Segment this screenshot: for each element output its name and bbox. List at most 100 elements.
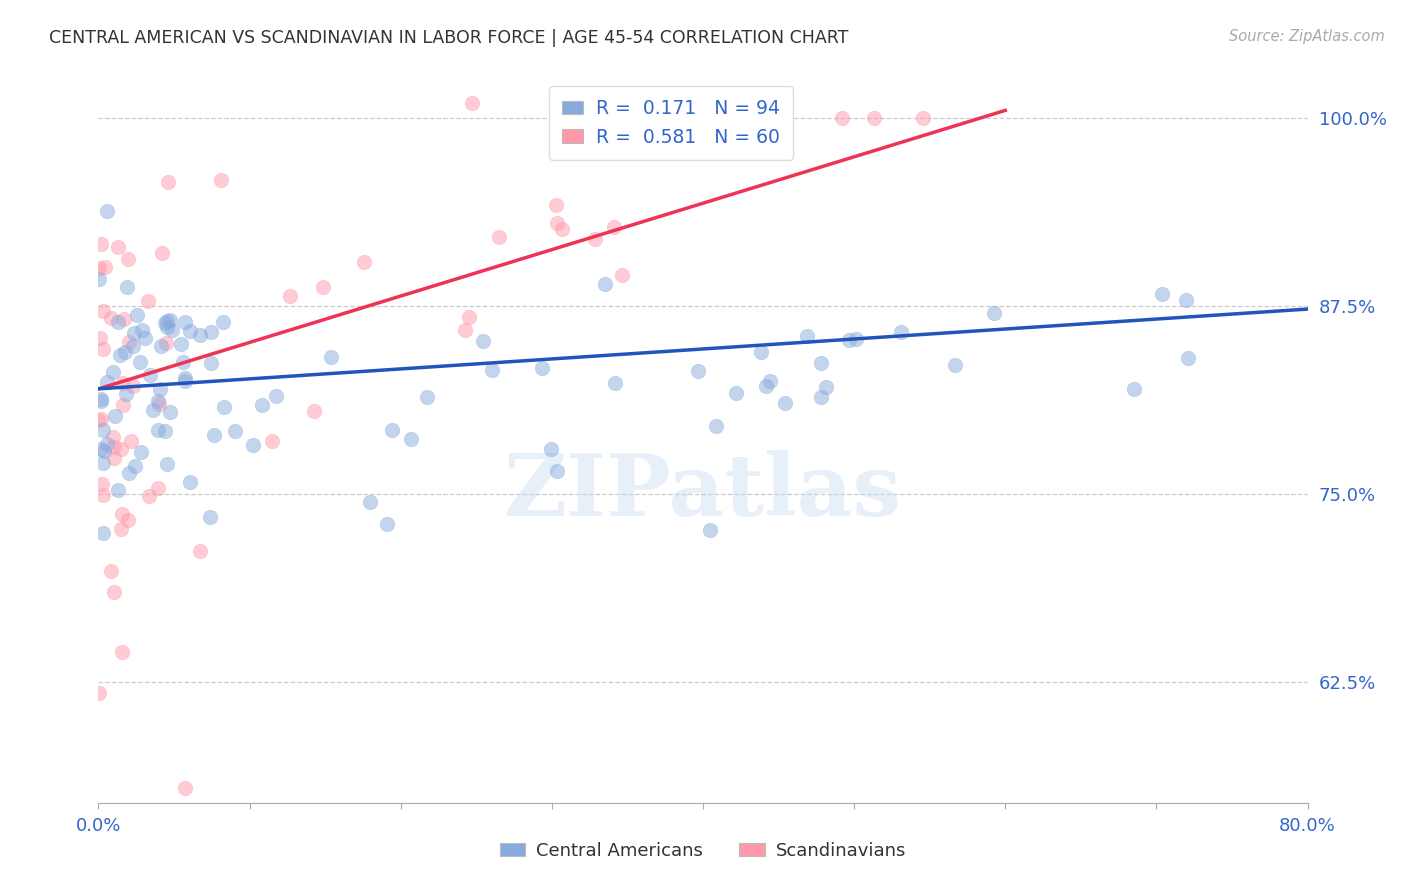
Point bbox=[838, 334, 860, 348]
Point bbox=[1123, 382, 1146, 396]
Point bbox=[156, 175, 179, 189]
Point bbox=[796, 329, 818, 343]
Point bbox=[91, 342, 114, 356]
Point bbox=[209, 172, 232, 186]
Point bbox=[118, 467, 141, 481]
Point bbox=[759, 374, 782, 388]
Point bbox=[212, 315, 235, 329]
Point bbox=[725, 386, 748, 401]
Point bbox=[202, 428, 225, 442]
Point bbox=[262, 434, 284, 449]
Point bbox=[686, 364, 709, 378]
Point bbox=[150, 339, 173, 353]
Point bbox=[111, 645, 134, 659]
Point bbox=[87, 686, 110, 700]
Point bbox=[124, 458, 146, 473]
Point bbox=[93, 260, 115, 274]
Point bbox=[117, 252, 139, 266]
Point bbox=[107, 483, 129, 497]
Point bbox=[200, 356, 222, 370]
Point bbox=[890, 325, 912, 339]
Point bbox=[107, 240, 129, 254]
Point bbox=[725, 111, 748, 125]
Point bbox=[114, 344, 136, 359]
Point bbox=[134, 331, 156, 345]
Point bbox=[112, 312, 135, 326]
Point bbox=[481, 362, 503, 376]
Point bbox=[546, 216, 568, 230]
Text: CENTRAL AMERICAN VS SCANDINAVIAN IN LABOR FORCE | AGE 45-54 CORRELATION CHART: CENTRAL AMERICAN VS SCANDINAVIAN IN LABO… bbox=[49, 29, 849, 46]
Point bbox=[810, 356, 832, 370]
Point bbox=[90, 442, 112, 457]
Point bbox=[172, 355, 194, 369]
Point bbox=[912, 111, 935, 125]
Point bbox=[121, 379, 143, 393]
Point bbox=[155, 336, 177, 351]
Point bbox=[91, 423, 114, 437]
Point bbox=[831, 111, 853, 125]
Point bbox=[129, 355, 152, 369]
Point bbox=[755, 379, 778, 393]
Point bbox=[264, 388, 287, 402]
Point bbox=[125, 309, 148, 323]
Point bbox=[122, 339, 145, 353]
Point bbox=[115, 386, 138, 401]
Point bbox=[159, 313, 181, 327]
Point bbox=[212, 400, 235, 414]
Point bbox=[87, 260, 110, 275]
Point bbox=[399, 432, 422, 446]
Point bbox=[103, 585, 125, 599]
Point bbox=[540, 442, 562, 456]
Point bbox=[458, 310, 481, 325]
Point bbox=[146, 482, 169, 496]
Point bbox=[704, 418, 727, 433]
Point bbox=[224, 424, 246, 438]
Point bbox=[544, 198, 567, 212]
Point bbox=[531, 361, 554, 376]
Point bbox=[353, 255, 375, 269]
Point bbox=[90, 392, 112, 407]
Point bbox=[103, 440, 125, 454]
Point bbox=[188, 544, 211, 558]
Point bbox=[583, 232, 606, 246]
Point bbox=[136, 293, 159, 308]
Point bbox=[156, 458, 179, 472]
Point bbox=[120, 434, 142, 448]
Point bbox=[93, 456, 115, 470]
Point bbox=[148, 424, 170, 438]
Point bbox=[810, 391, 832, 405]
Point bbox=[179, 324, 201, 338]
Point bbox=[170, 336, 193, 351]
Point bbox=[749, 345, 772, 359]
Point bbox=[381, 423, 404, 437]
Point bbox=[96, 203, 118, 218]
Point bbox=[104, 409, 127, 423]
Point bbox=[93, 443, 115, 458]
Point bbox=[198, 509, 221, 524]
Point bbox=[96, 437, 118, 451]
Point bbox=[1177, 351, 1199, 365]
Point bbox=[110, 523, 132, 537]
Point bbox=[159, 405, 181, 419]
Point bbox=[188, 327, 211, 342]
Point bbox=[103, 365, 125, 379]
Point bbox=[148, 394, 170, 409]
Point bbox=[148, 397, 170, 411]
Point bbox=[359, 494, 381, 508]
Point bbox=[200, 326, 222, 340]
Point bbox=[162, 323, 184, 337]
Point bbox=[103, 450, 125, 465]
Point bbox=[108, 348, 131, 362]
Point bbox=[375, 517, 398, 532]
Point bbox=[1152, 287, 1174, 301]
Point bbox=[321, 350, 343, 364]
Point bbox=[138, 489, 160, 503]
Point bbox=[112, 376, 135, 390]
Point bbox=[87, 272, 110, 286]
Point bbox=[179, 475, 201, 490]
Point bbox=[91, 526, 114, 541]
Point bbox=[416, 390, 439, 404]
Point bbox=[630, 111, 652, 125]
Point bbox=[153, 317, 176, 331]
Point bbox=[471, 334, 494, 348]
